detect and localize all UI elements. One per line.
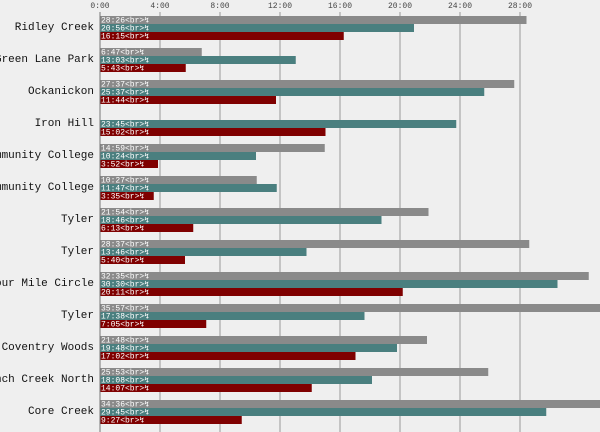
bar [100,248,307,256]
value-label: 30:30<br>↯ [101,281,149,290]
bar [100,120,457,128]
bar [100,56,296,64]
x-tick-label: 16:00 [328,2,352,11]
y-tick-label: Coventry Woods [2,342,94,354]
value-label: 17:02<br>↯ [101,353,149,362]
value-label: 18:46<br>↯ [101,217,149,226]
x-tick-label: 20:00 [388,2,412,11]
value-label: 10:24<br>↯ [101,153,149,162]
y-tick-label: ommunity College [0,150,94,162]
bar [100,344,397,352]
value-label: 34:36<br>↯ [101,401,149,410]
bar [100,376,372,384]
value-label: 28:26<br>↯ [101,17,149,26]
bar [100,208,429,216]
value-label: 32:35<br>↯ [101,273,149,282]
y-tick-label: Ockanickon [28,86,94,98]
value-label: 3:35<br>↯ [101,193,144,202]
value-label: 25:37<br>↯ [101,89,149,98]
bar [100,88,485,96]
bar [100,224,194,232]
value-label: 6:13<br>↯ [101,225,144,234]
value-label: 11:47<br>↯ [101,185,149,194]
value-label: 11:44<br>↯ [101,97,149,106]
y-tick-label: ench Creek North [0,374,94,386]
bar [100,96,276,104]
value-label: 25:53<br>↯ [101,369,149,378]
bar [100,152,256,160]
bar [100,184,277,192]
bar [100,320,207,328]
bar [100,48,202,56]
x-tick-label: 28:00 [508,2,532,11]
value-label: 27:37<br>↯ [101,81,149,90]
value-label: 18:08<br>↯ [101,377,149,386]
bar [100,312,365,320]
bar [100,272,589,280]
y-tick-label: Ridley Creek [15,22,95,34]
y-tick-label: Tyler [61,310,94,322]
bar [100,384,312,392]
bar [100,80,515,88]
x-tick-label: 4:00 [150,2,169,11]
bar [100,416,242,424]
bar [100,176,257,184]
bar [100,144,325,152]
value-label: 5:43<br>↯ [101,65,144,74]
bar [100,288,403,296]
bar [100,216,382,224]
x-tick-label: 24:00 [448,2,472,11]
value-label: 6:47<br>↯ [101,49,144,58]
value-label: 21:48<br>↯ [101,337,149,346]
value-label: 35:57<br>↯ [101,305,149,314]
y-tick-label: Four Mile Circle [0,278,94,290]
bar [100,368,489,376]
y-tick-label: Iron Hill [35,118,94,130]
x-tick-label: 8:00 [210,2,229,11]
bar [100,24,414,32]
value-label: 10:27<br>↯ [101,177,149,186]
value-label: 13:03<br>↯ [101,57,149,66]
bar [100,160,158,168]
x-tick-label: 12:00 [268,2,292,11]
y-tick-label: Tyler [61,214,94,226]
value-label: 20:11<br>↯ [101,289,149,298]
bar [100,192,154,200]
bar [100,352,356,360]
value-label: 23:45<br>↯ [101,121,149,130]
bar [100,240,530,248]
value-label: 7:05<br>↯ [101,321,144,330]
bar [100,304,600,312]
bar [100,280,558,288]
value-label: 19:48<br>↯ [101,345,149,354]
value-label: 5:40<br>↯ [101,257,144,266]
y-tick-label: Green Lane Park [0,54,94,66]
bar [100,400,600,408]
value-label: 20:56<br>↯ [101,25,149,34]
value-label: 3:52<br>↯ [101,161,144,170]
y-tick-label: Tyler [61,246,94,258]
value-label: 13:46<br>↯ [101,249,149,258]
value-label: 14:59<br>↯ [101,145,149,154]
bar [100,408,547,416]
bar [100,336,427,344]
bar [100,64,186,72]
value-label: 17:38<br>↯ [101,313,149,322]
bar [100,128,326,136]
value-label: 16:15<br>↯ [101,33,149,42]
value-label: 9:27<br>↯ [101,417,144,426]
bar [100,256,185,264]
x-tick-label: 0:00 [90,2,109,11]
value-label: 29:45<br>↯ [101,409,149,418]
value-label: 14:07<br>↯ [101,385,149,394]
bar [100,32,344,40]
value-label: 21:54<br>↯ [101,209,149,218]
value-label: 15:02<br>↯ [101,129,149,138]
bar [100,16,527,24]
y-tick-label: ommunity College [0,182,94,194]
y-tick-label: Core Creek [28,406,94,418]
value-label: 28:37<br>↯ [101,241,149,250]
